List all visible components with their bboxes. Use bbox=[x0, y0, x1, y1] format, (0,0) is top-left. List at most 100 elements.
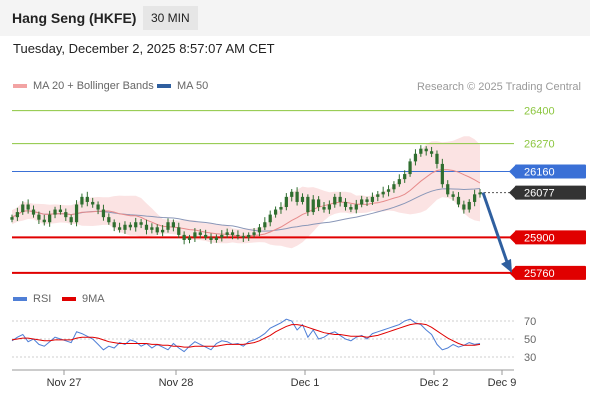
candle-body bbox=[343, 201, 348, 208]
forecast-arrow-head bbox=[501, 258, 512, 273]
candle-body bbox=[31, 209, 36, 215]
candle-body bbox=[177, 227, 181, 235]
level-tag-25760 bbox=[515, 265, 586, 280]
x-tick-label: Nov 28 bbox=[159, 377, 194, 389]
candle-body bbox=[284, 196, 288, 208]
legend-rsi-label: RSI bbox=[33, 293, 52, 305]
candle-body bbox=[139, 222, 143, 225]
legend-ma50: MA 50 bbox=[157, 80, 208, 92]
rsi-tick-label: 50 bbox=[524, 334, 536, 346]
candle-body bbox=[456, 196, 461, 205]
level-label-26400: 26400 bbox=[524, 106, 555, 118]
level-label-25900: 25900 bbox=[524, 232, 555, 244]
instrument-title: Hang Seng (HKFE) bbox=[12, 10, 137, 26]
level-tag-arrow-25900 bbox=[509, 231, 515, 244]
candle-body bbox=[236, 234, 240, 237]
rsi-tick-label: 70 bbox=[524, 316, 536, 328]
candle-body bbox=[446, 184, 450, 195]
candle-body bbox=[69, 217, 73, 223]
candle-body bbox=[101, 209, 106, 218]
x-tick-label: Dec 9 bbox=[488, 377, 517, 389]
rsi-ma-line bbox=[11, 323, 481, 348]
candle-body bbox=[478, 192, 482, 195]
candle-body bbox=[26, 204, 30, 210]
candle-body bbox=[327, 204, 331, 210]
candle-body bbox=[354, 204, 358, 210]
candle-body bbox=[117, 227, 122, 230]
candle-body bbox=[161, 229, 165, 233]
candle-body bbox=[263, 222, 267, 228]
candle-body bbox=[273, 209, 278, 215]
legend-ma20-bb-label: MA 20 + Bollinger Bands bbox=[33, 80, 154, 92]
legend-ma20-bb: MA 20 + Bollinger Bands bbox=[13, 80, 154, 92]
candle-body bbox=[220, 234, 224, 238]
candle-body bbox=[333, 196, 337, 205]
rsi-line bbox=[11, 318, 481, 353]
candle-body bbox=[91, 201, 95, 205]
candle-body bbox=[365, 199, 369, 202]
candle-body bbox=[435, 153, 439, 164]
candle-body bbox=[467, 201, 471, 210]
ma20-line bbox=[11, 169, 481, 237]
x-tick-label: Dec 1 bbox=[291, 377, 320, 389]
level-label-26160: 26160 bbox=[524, 167, 555, 179]
candle-body bbox=[112, 222, 116, 228]
x-tick-label: Dec 2 bbox=[420, 377, 449, 389]
candle-body bbox=[451, 194, 455, 197]
candle-body bbox=[123, 224, 127, 230]
candle-body bbox=[150, 227, 154, 230]
rsi-tick-label: 30 bbox=[524, 352, 536, 364]
ma50-swatch bbox=[157, 84, 171, 89]
candle-body bbox=[193, 232, 197, 238]
candle-body bbox=[473, 194, 477, 202]
current-price-tag-arrow bbox=[509, 186, 515, 199]
level-tag-25900 bbox=[515, 230, 586, 245]
candle-body bbox=[413, 153, 418, 162]
bollinger-band bbox=[12, 136, 480, 249]
legend-ma50-label: MA 50 bbox=[177, 80, 209, 92]
candle-body bbox=[429, 151, 434, 154]
candle-body bbox=[408, 161, 412, 175]
candle-body bbox=[257, 227, 262, 233]
candle-body bbox=[440, 163, 444, 185]
candle-body bbox=[268, 214, 272, 223]
level-label-25760: 25760 bbox=[524, 268, 555, 280]
timestamp: Tuesday, December 2, 2025 8:57:07 AM CET bbox=[13, 41, 275, 56]
candle-body bbox=[225, 232, 229, 235]
candle-body bbox=[80, 196, 84, 205]
x-tick-label: Nov 27 bbox=[47, 377, 82, 389]
candle-body bbox=[107, 217, 111, 223]
candle-body bbox=[155, 227, 159, 233]
candle-body bbox=[204, 234, 208, 238]
candle-body bbox=[128, 224, 132, 228]
candle-body bbox=[58, 209, 63, 213]
legend-rsi-ma-label: 9MA bbox=[82, 293, 105, 305]
candle-body bbox=[230, 232, 235, 235]
candle-body bbox=[386, 189, 391, 192]
candle-body bbox=[74, 204, 79, 223]
candle-body bbox=[134, 222, 138, 228]
candle-body bbox=[322, 207, 326, 210]
candle-body bbox=[209, 237, 213, 240]
candle-body bbox=[37, 214, 41, 220]
candle-body bbox=[317, 199, 321, 208]
interval-badge[interactable]: 30 MIN bbox=[143, 6, 198, 30]
candle-body bbox=[338, 196, 342, 202]
candle-body bbox=[15, 212, 19, 218]
copyright: Research © 2025 Trading Central bbox=[416, 81, 581, 93]
candle-body bbox=[171, 222, 175, 228]
candle-body bbox=[300, 196, 305, 202]
candle-body bbox=[241, 236, 245, 238]
candle-body bbox=[295, 191, 299, 202]
candle-body bbox=[381, 191, 385, 195]
level-label-26270: 26270 bbox=[524, 139, 555, 151]
header-bar bbox=[0, 0, 590, 36]
forecast-arrow-shaft bbox=[481, 192, 510, 266]
candle-body bbox=[252, 232, 256, 235]
candle-body bbox=[85, 196, 89, 202]
candle-body bbox=[247, 234, 251, 238]
candle-body bbox=[42, 219, 46, 223]
candle-body bbox=[144, 224, 149, 230]
candle-body bbox=[21, 204, 25, 213]
